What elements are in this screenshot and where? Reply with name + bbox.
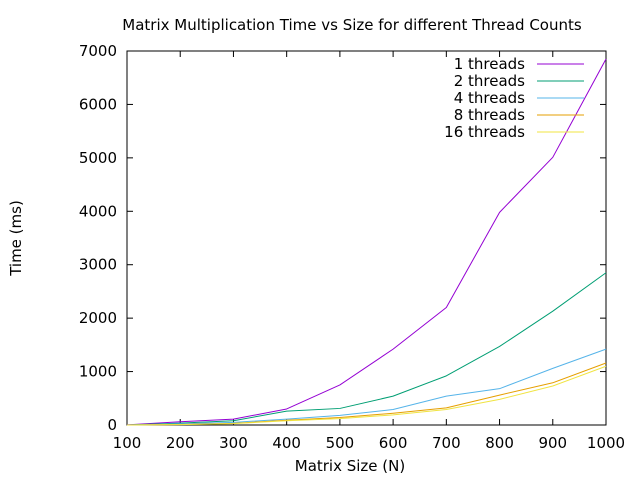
x-tick-label: 200 bbox=[166, 434, 195, 452]
plot-area: 100 200 300 400 500 600 700 800 900 1000 0 1000 2000… bbox=[79, 42, 625, 452]
series-line bbox=[126, 365, 607, 426]
legend-label: 2 threads bbox=[454, 72, 525, 90]
x-tick-label: 700 bbox=[432, 434, 461, 452]
y-tick-label: 6000 bbox=[79, 95, 117, 113]
x-tick-label: 500 bbox=[326, 434, 355, 452]
y-tick-label: 7000 bbox=[79, 42, 117, 60]
y-tick-label: 4000 bbox=[79, 202, 117, 220]
y-tick-label: 0 bbox=[107, 416, 117, 434]
x-tick-label: 100 bbox=[113, 434, 142, 452]
y-axis-label: Time (ms) bbox=[7, 200, 25, 277]
x-tick-label: 900 bbox=[538, 434, 567, 452]
legend-label: 8 threads bbox=[454, 106, 525, 124]
y-tick-label: 5000 bbox=[79, 149, 117, 167]
x-tick-label: 400 bbox=[272, 434, 301, 452]
x-tick-label: 800 bbox=[485, 434, 514, 452]
x-axis-label: Matrix Size (N) bbox=[295, 457, 405, 475]
legend-label: 4 threads bbox=[454, 89, 525, 107]
x-tick-label: 600 bbox=[379, 434, 408, 452]
series-line bbox=[126, 362, 607, 426]
y-tick-label: 3000 bbox=[79, 256, 117, 274]
series-line bbox=[126, 58, 607, 426]
plot-frame bbox=[126, 50, 607, 426]
legend-label: 1 threads bbox=[454, 55, 525, 73]
x-tick-label: 1000 bbox=[587, 434, 625, 452]
y-tick-label: 1000 bbox=[79, 363, 117, 381]
y-tick-label: 2000 bbox=[79, 309, 117, 327]
legend-label: 16 threads bbox=[444, 123, 525, 141]
series-line bbox=[126, 272, 607, 426]
x-tick-label: 300 bbox=[219, 434, 248, 452]
series-line bbox=[126, 348, 607, 426]
chart-title: Matrix Multiplication Time vs Size for d… bbox=[122, 16, 582, 34]
